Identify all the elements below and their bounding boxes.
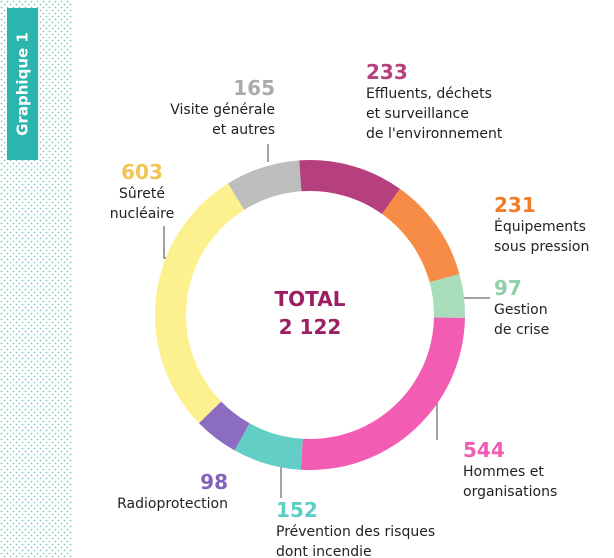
donut-segment xyxy=(299,160,401,215)
sidebar-label: Graphique 1 xyxy=(14,32,32,136)
category-label: Radioprotection xyxy=(117,496,228,512)
donut-segment xyxy=(382,188,460,283)
value-label: 231 xyxy=(494,193,536,217)
value-label: 97 xyxy=(494,276,522,300)
value-label: 152 xyxy=(276,498,318,522)
donut-segment xyxy=(227,160,302,210)
sidebar-box xyxy=(7,8,38,160)
center-text: TOTAL xyxy=(274,287,346,311)
category-label: Gestion de crise xyxy=(494,302,550,338)
value-label: 98 xyxy=(200,470,228,494)
category-label: Équipements sous pression xyxy=(494,219,590,255)
category-label: Hommes et organisations xyxy=(463,464,558,500)
value-label: 603 xyxy=(121,160,163,184)
center-text: 2 122 xyxy=(278,315,342,339)
category-label: Prévention des risques dont incendie xyxy=(276,524,436,558)
donut-segment xyxy=(155,183,245,424)
category-label: Effluents, déchets et surveillance de l'… xyxy=(366,86,503,142)
value-label: 544 xyxy=(463,438,505,462)
value-label: 165 xyxy=(233,76,275,100)
value-label: 233 xyxy=(366,60,408,84)
donut-segment xyxy=(198,401,250,451)
donut-segment xyxy=(300,317,465,470)
category-label: Sûreté nucléaire xyxy=(109,186,175,222)
category-label: Visite générale et autres xyxy=(170,102,275,138)
donut-segment xyxy=(429,274,465,319)
donut-segment xyxy=(234,423,303,470)
